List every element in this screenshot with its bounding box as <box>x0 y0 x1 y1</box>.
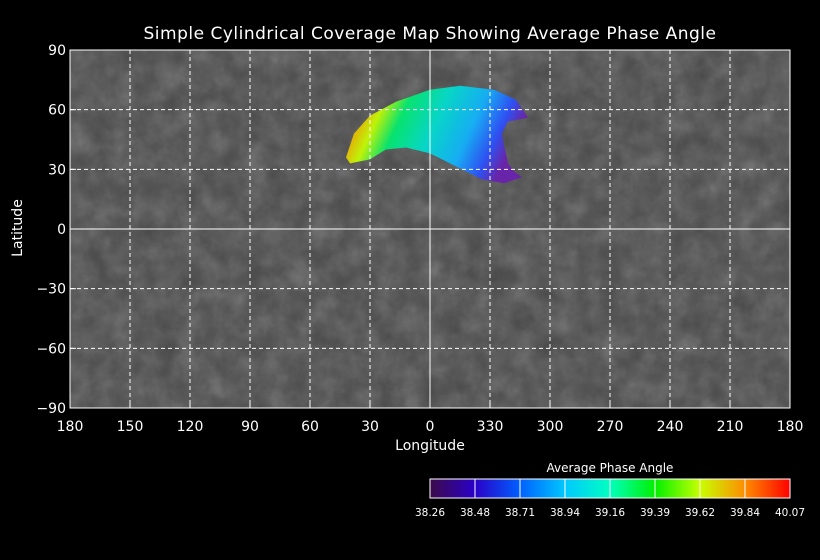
colorbar-tick-label: 40.07 <box>775 507 805 519</box>
y-tick-labels: 90 60 30 0 −30 −60 −90 <box>36 43 76 417</box>
coverage-polygon <box>346 85 528 184</box>
x-tick-label: 30 <box>361 419 379 435</box>
colorbar-frame <box>429 478 791 499</box>
x-tick-label: 180 <box>777 419 804 435</box>
colorbar: 38.26 38.48 38.71 38.94 39.16 39.39 39.62 39.84… <box>415 478 805 519</box>
colorbar-tick-label: 39.39 <box>640 507 670 519</box>
x-tick-label: 180 <box>57 419 84 435</box>
colorbar-tick-label: 38.48 <box>460 507 490 519</box>
x-tick-label: 90 <box>241 419 259 435</box>
y-axis-title: Latitude <box>10 199 26 257</box>
x-tick-label: 300 <box>537 419 564 435</box>
y-tick-label: −30 <box>36 282 66 298</box>
colorbar-tick-label: 39.84 <box>730 507 760 519</box>
x-tick-label: 330 <box>477 419 504 435</box>
chart-title: Simple Cylindrical Coverage Map Showing … <box>143 24 717 44</box>
y-tick-label: −90 <box>36 401 66 417</box>
colorbar-tick-label: 38.71 <box>505 507 535 519</box>
x-tick-label: 0 <box>426 419 435 435</box>
y-tick-label: 30 <box>48 162 66 178</box>
colorbar-tick-label: 39.62 <box>685 507 715 519</box>
x-tick-label: 60 <box>301 419 319 435</box>
y-tick-label: 60 <box>48 103 66 119</box>
colorbar-title: Average Phase Angle <box>546 461 674 475</box>
y-tick-label: 90 <box>48 43 66 59</box>
colorbar-tick-label: 38.26 <box>415 507 445 519</box>
y-tick-label: −60 <box>36 341 66 357</box>
grid-lines <box>70 50 790 408</box>
colorbar-tick-label: 39.16 <box>595 507 625 519</box>
colorbar-dividers <box>474 479 746 498</box>
x-tick-label: 150 <box>117 419 144 435</box>
x-tick-label: 120 <box>177 419 204 435</box>
colorbar-tick-labels: 38.26 38.48 38.71 38.94 39.16 39.39 39.62 39.84… <box>415 507 805 519</box>
colorbar-tick-label: 38.94 <box>550 507 580 519</box>
coverage-patch <box>346 85 528 184</box>
x-tick-label: 270 <box>597 419 624 435</box>
x-tick-label: 240 <box>657 419 684 435</box>
y-tick-label: 0 <box>57 222 66 238</box>
x-tick-labels: 180 150 120 90 60 30 0 330 300 270 240 210 180 <box>57 402 804 435</box>
x-axis-title: Longitude <box>395 438 465 454</box>
x-tick-label: 210 <box>717 419 744 435</box>
